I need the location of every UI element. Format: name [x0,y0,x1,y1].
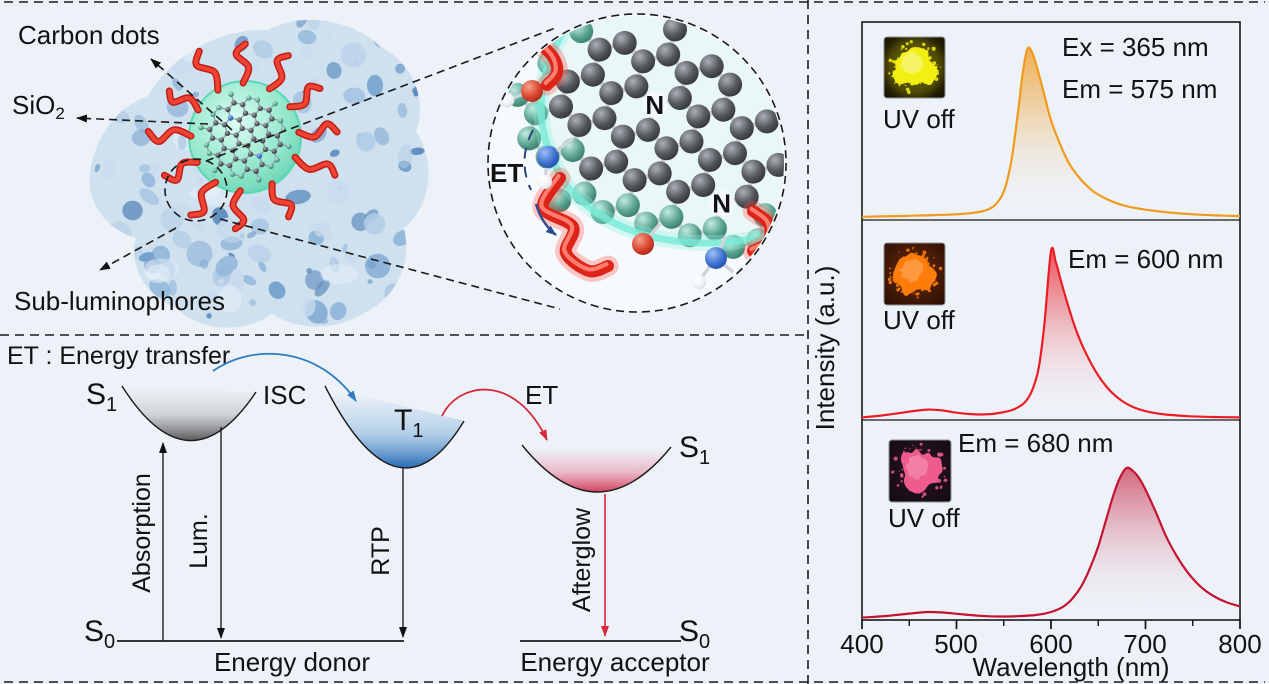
spectrum-area-680 [862,467,1240,620]
isc-arrow-icon [212,352,357,402]
donor-s0-base: S [84,615,104,648]
sub-luminophores-label: Sub-luminophores [14,286,225,316]
uv-off-label-2: UV off [883,305,956,335]
et-legend-title: ET : Energy transfer [7,342,230,370]
x-tick-label-500: 500 [934,629,977,659]
isc-label: ISC [263,380,306,410]
energy-donor-label: Energy donor [214,647,370,677]
t1-well-fill [325,386,464,468]
x-tick-label-700: 700 [1123,629,1166,659]
t1-base: T [394,404,412,437]
lum-label: Lum. [185,513,213,569]
et-inset-label: ET [490,158,523,188]
donor-s0-sub: 0 [104,631,115,653]
acceptor-s1-base: S [679,431,699,464]
energy-level-diagram: ET : Energy transfer S1 ISC T1 ET S1 S0 … [7,342,710,677]
et-diagram-label: ET [525,380,558,410]
ex-365-label: Ex = 365 nm [1062,32,1209,62]
t1-well [324,385,465,469]
sio2-label: SiO2 [12,90,65,123]
afterglow-label: Afterglow [568,507,596,612]
composite-structure-illustration: Carbon dots SiO2 Sub-luminophores [12,19,561,328]
carbon-dot-core [188,80,302,194]
wavelength-axis-label: Wavelength (nm) [973,652,1170,682]
acceptor-s1-well-fill [522,445,671,493]
x-tick-label-800: 800 [1218,629,1261,659]
donor-s1-sub: 1 [106,394,117,416]
acceptor-s0-label: S0 [679,615,710,653]
sio2-label-sub: 2 [55,104,64,123]
svg-text:N: N [712,188,731,218]
spectrum-curves [861,46,1241,620]
spectrum-area-600 [862,247,1240,420]
et-arrow-icon [534,203,557,236]
powder-photos [883,36,952,503]
em-680-label: Em = 680 nm [958,428,1113,458]
carbon-dots-label: Carbon dots [18,20,160,50]
carbon-dot-lattice [198,91,292,183]
donor-s0-label: S0 [84,615,115,653]
sub-luminophores-arrow-icon [99,227,177,271]
scheme-annotations: Carbon dots SiO2 Sub-luminophores [12,20,561,316]
emission-spectra-chart: 400 500 600 700 800 Wavelength (nm) Inte… [810,21,1262,682]
powder-photo-3 [888,439,952,503]
em-600-label: Em = 600 nm [1068,244,1223,274]
uv-off-label-3: UV off [888,503,961,533]
acceptor-s1-label: S1 [679,431,710,469]
spectrum-curve-575 [861,46,1241,218]
acceptor-s0-sub: 0 [699,631,710,653]
svg-text:N: N [645,90,664,120]
donor-s1-base: S [86,378,106,411]
t1-sub: 1 [412,420,423,442]
sio2-arrow-icon [76,114,209,125]
donor-s1-label: S1 [86,378,117,416]
acceptor-s1-well [521,444,672,493]
zoom-source-circle [164,158,228,222]
carbon-dots-arrow-icon [150,58,233,131]
acceptor-s0-base: S [679,615,699,648]
t1-label: T1 [394,404,423,442]
sio2-label-base: SiO [12,90,55,120]
surface-functional-groups [499,80,746,289]
intensity-axis-label: Intensity (a.u.) [810,266,840,431]
acceptor-s1-sub: 1 [699,447,710,469]
et-transfer-arrow-icon [441,388,548,441]
x-axis-ticks [861,620,1241,629]
donor-s1-well-fill [122,386,256,441]
uv-off-label-1: UV off [883,104,956,134]
inset-circle [487,13,787,313]
et-path-arc [523,129,534,191]
magnified-inset: N N ET [487,13,787,313]
donor-s1-well [121,385,257,442]
powder-photo-2 [883,242,946,306]
x-tick-label-400: 400 [840,629,883,659]
magnifier-cone-bottom [219,218,561,310]
x-tick-label-600: 600 [1029,629,1072,659]
energy-acceptor-label: Energy acceptor [520,647,710,677]
sub-luminophore-strands [144,40,341,233]
spectrum-area-575 [862,47,1240,220]
spectrum-curve-600 [861,246,1241,419]
magnifier-cone-top [205,26,559,162]
em-575-label: Em = 575 nm [1062,74,1217,104]
absorption-label: Absorption [128,473,156,593]
powder-photo-1 [883,36,946,99]
rtp-label: RTP [367,526,395,576]
spectrum-curve-680 [861,466,1241,619]
